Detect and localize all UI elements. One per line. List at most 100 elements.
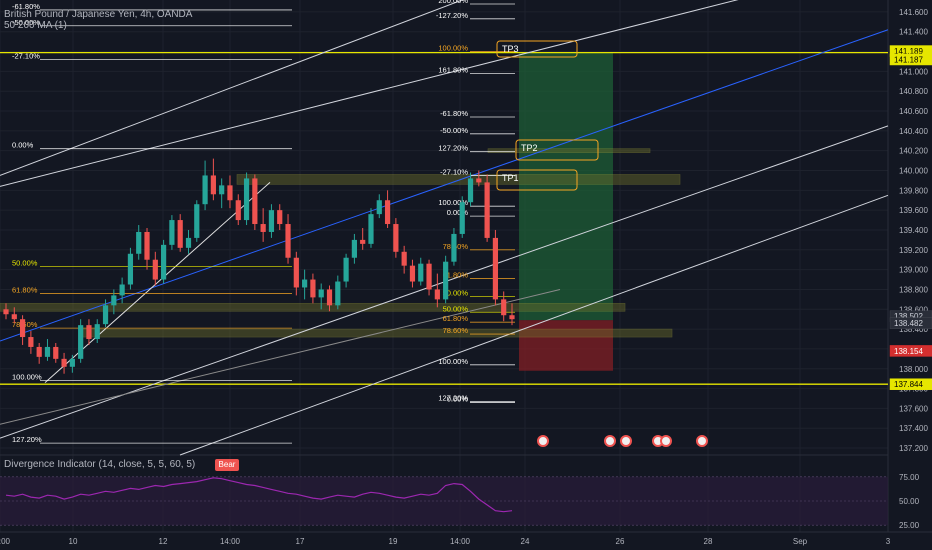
price-tick: 139.200 bbox=[899, 246, 928, 255]
time-tick: 10 bbox=[69, 537, 78, 546]
candle-body bbox=[277, 210, 283, 225]
candle bbox=[94, 319, 100, 343]
candle-body bbox=[152, 259, 158, 280]
fib-label-left: -61.80% bbox=[12, 2, 40, 11]
candle-body bbox=[19, 319, 26, 338]
fib-label-right: 0.00% bbox=[447, 208, 469, 217]
fib-label-right: 61.80% bbox=[443, 271, 469, 280]
candle-body bbox=[268, 210, 275, 232]
tp-label: TP1 bbox=[502, 173, 519, 183]
event-marker bbox=[604, 435, 616, 447]
candle-body bbox=[36, 346, 42, 357]
candle bbox=[293, 251, 299, 296]
fib-label-left: -27.10% bbox=[12, 51, 40, 60]
candle-body bbox=[161, 244, 167, 280]
price-tag bbox=[889, 378, 932, 390]
candle-body bbox=[484, 182, 490, 238]
candle bbox=[177, 214, 183, 252]
candle-body bbox=[384, 200, 391, 225]
candle-body bbox=[53, 346, 59, 359]
candlestick-series bbox=[3, 158, 515, 374]
tp2-band bbox=[487, 148, 651, 153]
time-tick: 12 bbox=[159, 537, 168, 546]
price-tick: 139.800 bbox=[899, 186, 928, 195]
price-axis[interactable]: 141.600141.400141.200141.000140.800140.6… bbox=[889, 0, 932, 550]
candle-body bbox=[393, 224, 399, 252]
tp-label: TP2 bbox=[521, 143, 538, 153]
candle-body bbox=[360, 239, 366, 244]
fib-label-left: 61.80% bbox=[12, 285, 38, 294]
fib-label-right: 200.00% bbox=[438, 0, 468, 5]
fib-label-right: 127.20% bbox=[438, 144, 468, 153]
fib-label-right: 61.80% bbox=[443, 314, 469, 323]
candle bbox=[335, 275, 341, 310]
time-axis[interactable]: 14:00 10 12 14:00 17 19 14:00 24 26 28 Sep 3 bbox=[0, 531, 932, 550]
price-tick: 141.400 bbox=[899, 28, 928, 37]
candle-body bbox=[102, 305, 109, 325]
candle-body bbox=[459, 202, 465, 234]
candle bbox=[376, 194, 382, 219]
tp-label: TP3 bbox=[502, 44, 519, 54]
candle bbox=[86, 319, 92, 345]
tp-box bbox=[515, 139, 599, 161]
channel-upper bbox=[0, 0, 739, 187]
event-markers bbox=[537, 435, 708, 447]
candle bbox=[136, 225, 142, 260]
osc-tick: 25.00 bbox=[899, 521, 920, 530]
fib-label-right: -127.20% bbox=[436, 11, 468, 20]
price-tag-label: 141.189 bbox=[894, 47, 923, 56]
time-tick: 14:00 bbox=[0, 537, 11, 546]
candle bbox=[351, 233, 357, 264]
candle-body bbox=[185, 237, 192, 248]
candle bbox=[268, 204, 275, 238]
candle bbox=[368, 208, 374, 248]
candle-body bbox=[418, 263, 424, 282]
candle-body bbox=[144, 231, 150, 260]
candle bbox=[210, 158, 216, 201]
candle bbox=[78, 319, 84, 363]
candle bbox=[69, 354, 75, 373]
candle-body bbox=[409, 265, 416, 282]
fib-label-right: -27.10% bbox=[440, 167, 468, 176]
candle bbox=[235, 194, 241, 226]
fib-label-right: 0.00% bbox=[447, 394, 469, 403]
candle-body bbox=[351, 239, 357, 258]
candle-body bbox=[202, 175, 208, 205]
fib-label-right: 78.60% bbox=[443, 326, 469, 335]
trend-channels bbox=[0, 0, 889, 456]
candle-body bbox=[426, 263, 432, 290]
tp-box bbox=[496, 40, 578, 58]
candle bbox=[318, 283, 324, 310]
candle-body bbox=[401, 251, 407, 266]
price-tick: 138.600 bbox=[899, 305, 928, 314]
price-tick: 139.600 bbox=[899, 206, 928, 215]
candle-body bbox=[69, 358, 75, 367]
price-tag bbox=[889, 345, 932, 357]
price-tick: 138.400 bbox=[899, 325, 928, 334]
candle bbox=[501, 291, 507, 322]
candle bbox=[509, 303, 515, 326]
candle bbox=[152, 251, 158, 286]
time-tick: 14:00 bbox=[450, 537, 471, 546]
candle-body bbox=[194, 204, 200, 238]
fib-label-right: 127.20% bbox=[438, 393, 468, 402]
risk-reward-zones bbox=[0, 52, 888, 385]
candle-body bbox=[434, 289, 440, 300]
time-tick: 14:00 bbox=[220, 537, 241, 546]
candle-body bbox=[44, 346, 51, 357]
fib-label-right: -50.00% bbox=[440, 126, 468, 135]
candle bbox=[476, 170, 482, 187]
candle-body bbox=[252, 178, 258, 225]
price-tag-label: 137.844 bbox=[894, 380, 923, 389]
candle-body bbox=[368, 214, 374, 244]
candle-body bbox=[111, 295, 117, 306]
candle-body bbox=[3, 309, 9, 315]
candle bbox=[418, 257, 424, 286]
candle-body bbox=[243, 178, 250, 221]
price-tick: 137.400 bbox=[899, 424, 928, 433]
price-tag-label: 138.502 bbox=[894, 312, 923, 321]
osc-tick: 75.00 bbox=[899, 473, 920, 482]
fib-label-right: 100.00% bbox=[438, 357, 468, 366]
price-tick: 138.800 bbox=[899, 285, 928, 294]
